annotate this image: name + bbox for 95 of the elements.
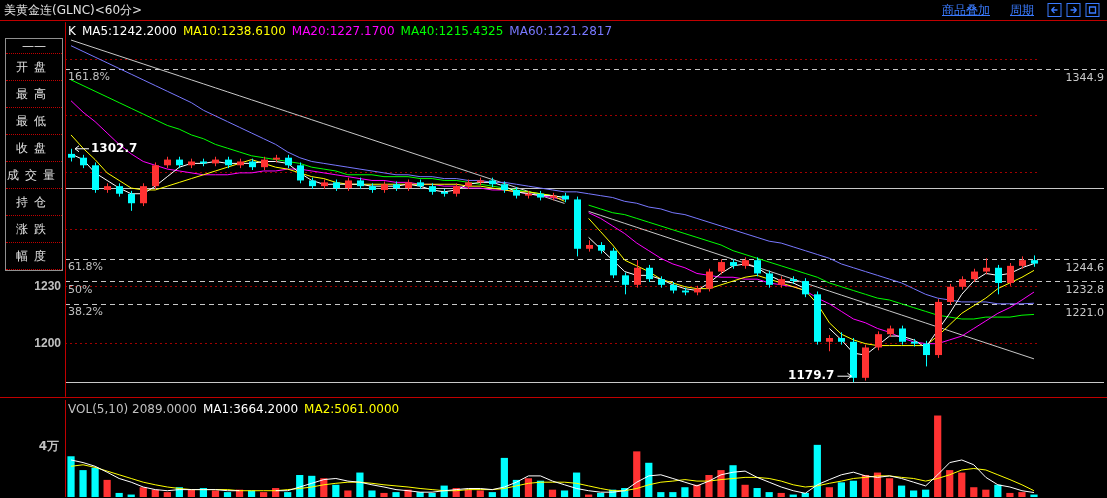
bar xyxy=(356,472,364,497)
text: MA40:1215.4325 xyxy=(400,24,504,38)
bar xyxy=(464,489,472,497)
bar xyxy=(260,492,268,497)
candlestick xyxy=(1007,262,1014,287)
text: 商品叠加 xyxy=(942,2,990,19)
bar xyxy=(693,484,701,497)
candlestick xyxy=(297,161,304,184)
bar xyxy=(753,488,761,497)
ref-line-label: 1232.8 xyxy=(1065,282,1104,296)
text: MA60:1221.2817 xyxy=(509,24,613,38)
bar xyxy=(560,490,569,497)
bar xyxy=(476,490,484,497)
bar xyxy=(922,489,930,497)
annotation: 1179.7 xyxy=(788,368,835,383)
text: MA2:5061.0000 xyxy=(304,402,400,416)
candlestick xyxy=(947,283,954,306)
text: MA5:1242.2000 xyxy=(81,24,178,38)
bar xyxy=(488,492,496,497)
ref-line-label: 1221.0 xyxy=(1065,305,1104,319)
bar xyxy=(151,489,159,497)
bar xyxy=(67,456,75,497)
text: MA20:1227.1700 xyxy=(291,24,395,38)
bar xyxy=(187,489,195,497)
bar xyxy=(91,467,99,497)
bar xyxy=(885,478,894,497)
info-panel: —— 开盘 最高 最低 收盘 成交量 持仓 涨跌 幅度 xyxy=(5,38,63,271)
y-tick-label: 1230 xyxy=(34,278,62,293)
candlestick xyxy=(152,161,159,190)
bar xyxy=(500,457,508,497)
bar xyxy=(669,492,677,497)
candlestick xyxy=(754,256,761,277)
bar xyxy=(958,472,966,497)
text: 周期 xyxy=(1010,2,1034,19)
bar xyxy=(163,492,171,497)
bar xyxy=(428,492,436,497)
bar xyxy=(524,478,533,497)
bar xyxy=(115,492,123,497)
bar xyxy=(970,487,978,497)
bar xyxy=(392,492,400,497)
bar xyxy=(332,484,340,497)
text: MA10:1238.6100 xyxy=(183,24,286,38)
annotation: 61.8% xyxy=(68,260,103,274)
candlestick xyxy=(875,330,882,351)
y-tick-label: 1200 xyxy=(34,335,62,350)
bar xyxy=(982,489,990,497)
bar xyxy=(1006,492,1014,497)
bar xyxy=(934,415,942,497)
text: 4万 xyxy=(38,439,59,454)
bar xyxy=(344,490,352,497)
bar xyxy=(657,492,665,497)
annotation: 38.2% xyxy=(68,304,103,318)
bar xyxy=(994,484,1002,497)
bar xyxy=(825,487,833,497)
bar xyxy=(139,487,147,497)
bar xyxy=(284,492,292,497)
bar xyxy=(897,485,906,497)
bar xyxy=(729,465,737,497)
bar xyxy=(681,487,689,497)
annotation: 50% xyxy=(68,282,93,296)
bar xyxy=(380,492,388,497)
candlestick xyxy=(923,340,930,367)
annotation: 161.8% xyxy=(68,69,110,83)
bar xyxy=(211,490,220,497)
candlestick xyxy=(899,324,906,345)
candlestick xyxy=(128,190,135,212)
candlestick xyxy=(802,277,809,298)
ref-line-label: 1344.9 xyxy=(1065,70,1104,84)
chart-title: 美黄金连(GLNC)<60分> xyxy=(4,2,143,19)
bar xyxy=(597,492,605,497)
bar xyxy=(910,490,918,497)
candlestick xyxy=(706,268,713,292)
bar xyxy=(837,482,845,497)
bar xyxy=(223,492,232,497)
legend-title: K xyxy=(68,24,76,38)
bar xyxy=(633,451,641,497)
candlestick xyxy=(622,271,629,295)
candlestick xyxy=(140,182,147,207)
candlestick xyxy=(634,259,641,288)
bar xyxy=(1018,492,1026,497)
legend-title: VOL(5,10) 2089.0000 xyxy=(68,402,197,416)
bar xyxy=(103,479,111,497)
candlestick xyxy=(995,264,1002,295)
bar xyxy=(741,484,749,497)
bar xyxy=(849,480,858,497)
bar xyxy=(813,444,821,497)
ref-line-label: 1244.6 xyxy=(1065,260,1104,274)
bar xyxy=(765,492,773,497)
bar xyxy=(717,470,725,497)
bar xyxy=(548,489,557,497)
bar xyxy=(79,470,87,497)
bar xyxy=(368,490,376,497)
text: MA1:3664.2000 xyxy=(202,402,299,416)
bar xyxy=(777,492,785,497)
bar xyxy=(946,470,954,497)
